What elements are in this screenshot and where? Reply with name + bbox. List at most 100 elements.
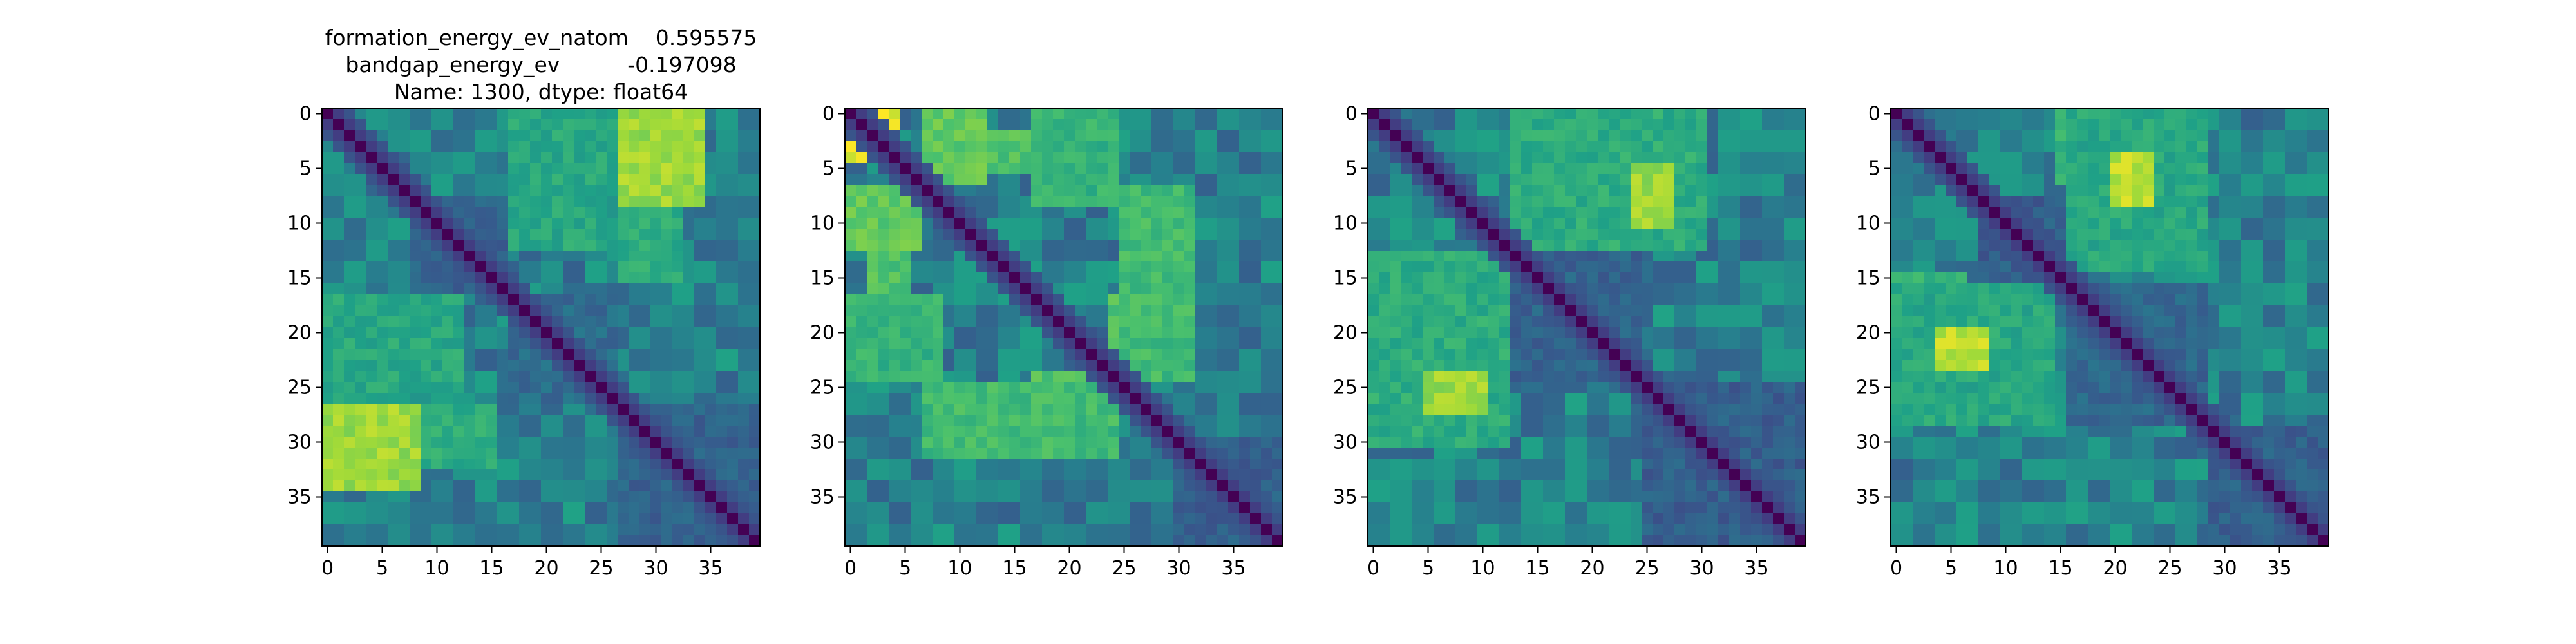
heatmap-cell [585, 294, 596, 306]
heatmap-cell [1228, 469, 1240, 481]
heatmap-cell [1499, 152, 1511, 164]
heatmap-cell [1631, 272, 1642, 284]
heatmap-cell [650, 524, 662, 536]
heatmap-cell [596, 174, 607, 185]
heatmap-cell [650, 261, 662, 273]
heatmap-cell [1097, 371, 1108, 383]
heatmap-cell [1499, 207, 1511, 218]
heatmap-cell [1261, 305, 1273, 317]
heatmap-cell [1130, 305, 1141, 317]
heatmap-cell [954, 130, 966, 142]
heatmap-cell [464, 393, 476, 404]
heatmap-cell [1762, 338, 1774, 350]
heatmap-cell [1609, 360, 1620, 372]
heatmap-cell [738, 229, 750, 240]
heatmap-cell [867, 360, 878, 372]
heatmap-cell [410, 371, 421, 383]
heatmap-cell [1261, 316, 1273, 328]
heatmap-cell [943, 130, 955, 142]
heatmap-cell [475, 437, 487, 448]
heatmap-cell [1598, 469, 1609, 481]
heatmap-cell [1795, 207, 1806, 218]
heatmap-cell [1718, 229, 1730, 240]
heatmap-cell [1543, 240, 1555, 251]
heatmap-cell [1097, 327, 1108, 339]
heatmap-cell [1097, 415, 1108, 426]
heatmap-cell [1031, 240, 1043, 251]
heatmap-cell [998, 360, 1010, 372]
heatmap-cell [366, 426, 377, 437]
heatmap-cell [497, 283, 509, 295]
heatmap-cell [1086, 185, 1097, 196]
heatmap-cell [1401, 437, 1412, 448]
heatmap-cell [1784, 415, 1795, 426]
heatmap-cell [1031, 437, 1043, 448]
heatmap-cell [1653, 272, 1664, 284]
heatmap-cell [1609, 480, 1620, 492]
heatmap-cell [1762, 218, 1774, 229]
heatmap-cell [563, 305, 574, 317]
heatmap-cell [1195, 185, 1207, 196]
heatmap-cell [727, 119, 739, 131]
heatmap-cell [954, 305, 966, 317]
heatmap-cell [1173, 371, 1185, 383]
heatmap-cell [1663, 426, 1675, 437]
heatmap-cell [1663, 196, 1675, 207]
heatmap-cell [1510, 393, 1522, 404]
heatmap-cell [1097, 448, 1108, 459]
heatmap-cell [672, 404, 684, 415]
heatmap-cell [1075, 426, 1086, 437]
heatmap-cell [322, 426, 334, 437]
heatmap-cell [672, 382, 684, 393]
heatmap-cell [987, 108, 999, 120]
heatmap-cell [333, 371, 345, 383]
heatmap-cell [1740, 119, 1752, 131]
heatmap-cell [1685, 229, 1697, 240]
heatmap-cell [694, 130, 706, 142]
heatmap-cell [1707, 207, 1719, 218]
heatmap-cell [1587, 229, 1598, 240]
heatmap-cell [629, 491, 640, 503]
heatmap-cell [987, 404, 999, 415]
heatmap-cell [922, 229, 933, 240]
heatmap-cell [1412, 513, 1423, 525]
heatmap-cell [954, 448, 966, 459]
heatmap-cell [574, 480, 585, 492]
heatmap-cell [399, 415, 410, 426]
heatmap-cell [727, 240, 739, 251]
heatmap-cell [727, 294, 739, 306]
heatmap-cell [552, 338, 564, 350]
heatmap-cell [1239, 393, 1251, 404]
heatmap-cell [1075, 229, 1086, 240]
heatmap-cell [716, 502, 728, 514]
heatmap-cell [629, 316, 640, 328]
heatmap-cell [1173, 404, 1185, 415]
heatmap-cell [1598, 480, 1609, 492]
heatmap-cell [453, 174, 465, 185]
heatmap-cell [1119, 437, 1130, 448]
heatmap-cell [889, 513, 900, 525]
heatmap-cell [1674, 415, 1686, 426]
heatmap-cell [650, 185, 662, 196]
heatmap-cell [421, 196, 432, 207]
heatmap-cell [1239, 152, 1251, 164]
heatmap-cell [1130, 327, 1141, 339]
heatmap-cell [596, 459, 607, 470]
heatmap-cell [1423, 349, 1434, 361]
heatmap-cell [453, 360, 465, 372]
heatmap-cell [1195, 382, 1207, 393]
heatmap-cell [1674, 130, 1686, 142]
heatmap-cell [497, 327, 509, 339]
heatmap-cell [366, 272, 377, 284]
heatmap-cell [1554, 185, 1566, 196]
heatmap-cell [1576, 196, 1587, 207]
heatmap-cell [856, 437, 867, 448]
heatmap-cell [705, 459, 717, 470]
heatmap-cell [1151, 480, 1163, 492]
heatmap-cell [464, 108, 476, 120]
heatmap-cell [1250, 141, 1262, 153]
heatmap-cell [1543, 513, 1555, 525]
x-tick-label: 0 [321, 557, 334, 580]
heatmap-cell [596, 415, 607, 426]
heatmap-cell [1020, 415, 1032, 426]
